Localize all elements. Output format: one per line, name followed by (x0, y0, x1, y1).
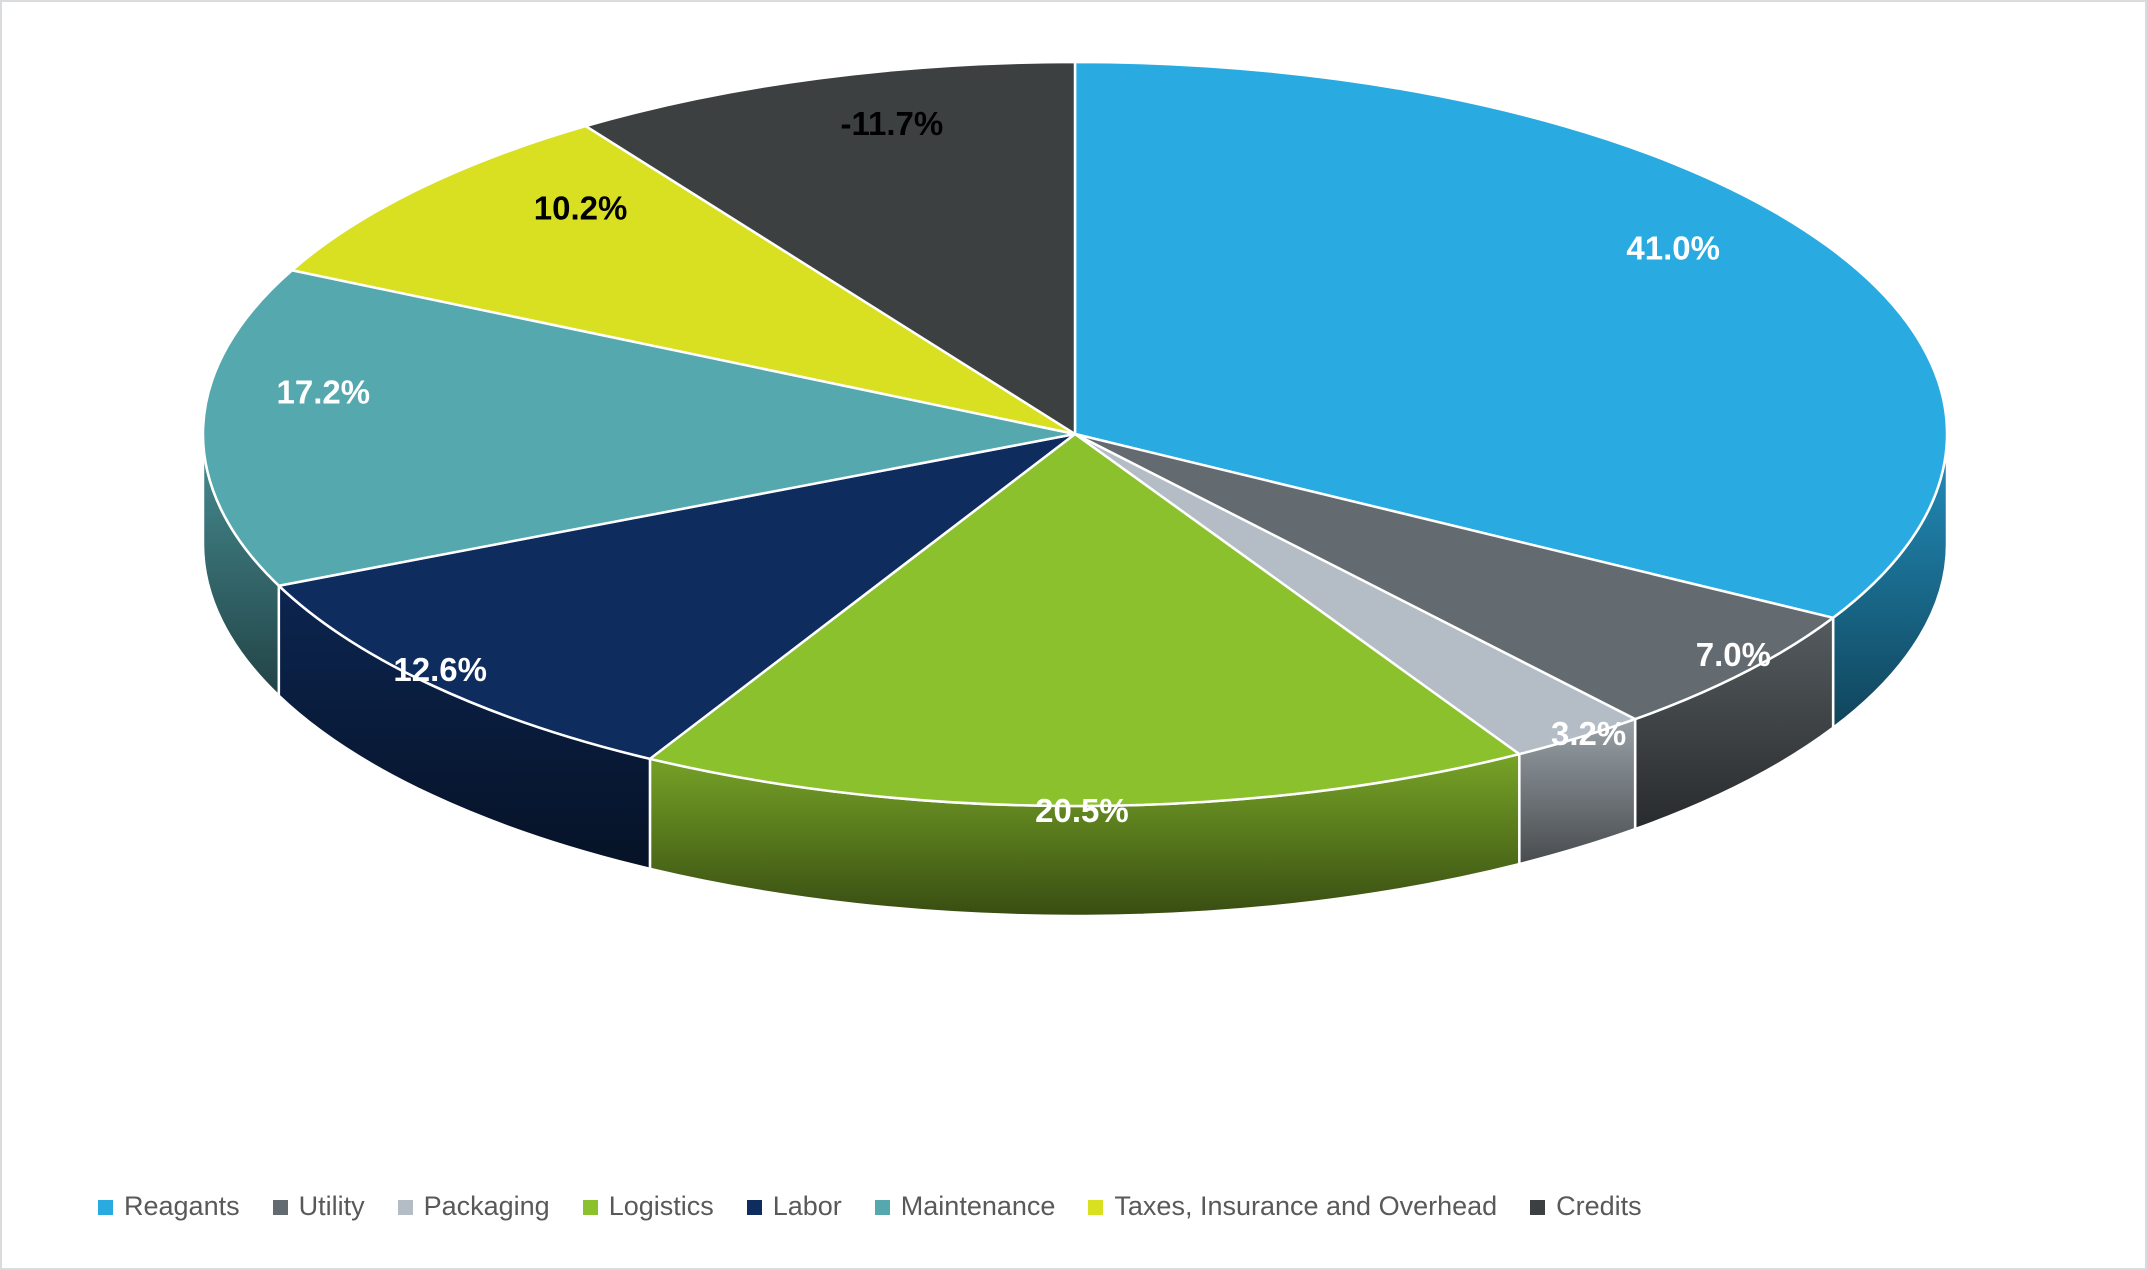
chart-legend: Reagants Utility Packaging Logistics Labor Ma… (98, 1192, 1642, 1222)
data-label-labor: 12.6% (393, 651, 487, 688)
legend-marker-icon (746, 1199, 762, 1215)
legend-marker-icon (1088, 1199, 1104, 1215)
data-label-taxes-insurance-and-overhead: 10.2% (534, 190, 628, 227)
legend-marker-icon (874, 1199, 890, 1215)
legend-item-utility[interactable]: Utility (272, 1191, 365, 1222)
legend-label: Logistics (608, 1191, 714, 1222)
legend-label: Reagants (124, 1191, 240, 1222)
legend-item-taxes-insurance-and-overhead[interactable]: Taxes, Insurance and Overhead (1088, 1192, 1497, 1222)
legend-item-credits[interactable]: Credits (1530, 1192, 1642, 1222)
data-label-utility: 7.0% (1696, 636, 1771, 673)
legend-marker-icon (1530, 1199, 1546, 1215)
legend-item-labor[interactable]: Labor (746, 1191, 842, 1222)
legend-label: Credits (1556, 1191, 1642, 1222)
pie-slice-credits[interactable] (584, 60, 1077, 436)
data-label-maintenance: 17.2% (277, 374, 371, 411)
pie-slice-reagants[interactable] (1073, 60, 1949, 620)
legend-item-packaging[interactable]: Packaging (397, 1191, 550, 1222)
legend-item-logistics[interactable]: Logistics (582, 1191, 714, 1222)
legend-label: Maintenance (900, 1191, 1056, 1222)
pie-slice-labor[interactable] (277, 432, 1077, 761)
legend-label: Packaging (423, 1191, 550, 1222)
legend-marker-icon (272, 1199, 288, 1215)
pie-slice-logistics[interactable] (648, 432, 1521, 808)
pie-slice-maintenance[interactable] (201, 269, 1077, 587)
legend-marker-icon (397, 1199, 413, 1215)
data-label-credits: -11.7% (841, 105, 944, 142)
legend-label: Labor (772, 1191, 842, 1222)
legend-label: Utility (298, 1191, 365, 1222)
pie-slice-utility[interactable] (1073, 432, 1835, 721)
legend-marker-icon (98, 1199, 113, 1215)
legend-label: Taxes, Insurance and Overhead (1114, 1191, 1498, 1222)
pie-slice-taxes-insurance-and-overhead[interactable] (290, 124, 1077, 436)
data-label-logistics: 20.5% (1035, 792, 1129, 829)
data-label-reagants: 41.0% (1626, 229, 1720, 266)
data-label-packaging: 3.2% (1551, 715, 1626, 752)
legend-marker-icon (582, 1199, 598, 1215)
legend-item-maintenance[interactable]: Maintenance (874, 1191, 1056, 1222)
legend-item-reagants[interactable]: Reagants (98, 1192, 240, 1222)
